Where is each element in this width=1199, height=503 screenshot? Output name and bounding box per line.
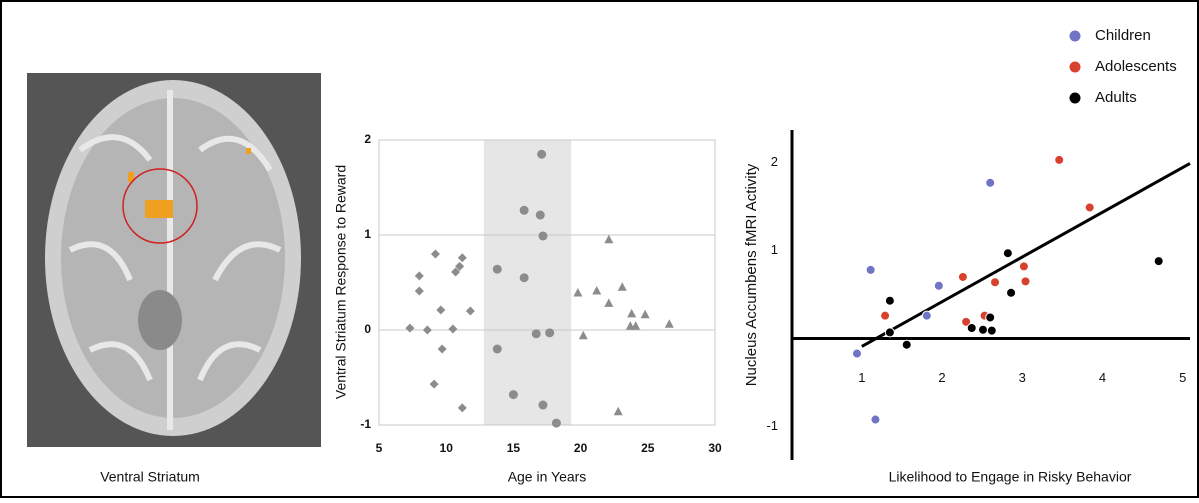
point [538, 231, 547, 240]
x-tick-label: 25 [641, 441, 655, 455]
figure: Ventral Striatum Age in Years Ventral St… [0, 0, 1199, 498]
point [866, 265, 875, 274]
x-tick-label: 5 [376, 441, 383, 455]
point [520, 273, 529, 282]
y-tick-label: -1 [766, 418, 778, 433]
y-tick-label: 1 [771, 242, 778, 257]
legend-label: Children [1095, 27, 1151, 44]
point [1007, 288, 1016, 297]
point [493, 345, 502, 354]
activation [246, 148, 251, 154]
point [509, 390, 518, 399]
point [987, 326, 996, 335]
point [991, 278, 1000, 287]
point [1085, 203, 1094, 212]
point [881, 311, 890, 320]
x-tick-label: 2 [938, 370, 945, 385]
cerebellum [138, 290, 182, 350]
point [885, 296, 894, 305]
point [967, 324, 976, 333]
x-tick-label: 3 [1019, 370, 1026, 385]
point [493, 265, 502, 274]
point [986, 178, 995, 187]
y-tick-label: -1 [360, 417, 371, 431]
x-tick-label: 20 [574, 441, 588, 455]
point [538, 401, 547, 410]
point [885, 328, 894, 337]
legend-marker [1069, 61, 1081, 73]
point [545, 328, 554, 337]
point [532, 329, 541, 338]
x-tick-label: 5 [1179, 370, 1186, 385]
shaded-region [484, 140, 571, 425]
y-tick-label: 0 [364, 322, 371, 336]
point [1055, 155, 1064, 164]
point [978, 325, 987, 334]
point [1154, 257, 1163, 266]
point [871, 415, 880, 424]
point [1003, 249, 1012, 258]
point [852, 349, 861, 358]
x-axis-title: Likelihood to Engage in Risky Behavior [889, 469, 1132, 485]
activation [145, 200, 173, 218]
point [902, 340, 911, 349]
y-tick-label: 1 [364, 227, 371, 241]
legend-marker [1069, 30, 1081, 42]
x-tick-label: 30 [708, 441, 722, 455]
legend-label: Adolescents [1095, 58, 1177, 75]
legend-marker [1069, 92, 1081, 104]
point [520, 206, 529, 215]
point [536, 211, 545, 220]
x-tick-label: 1 [858, 370, 865, 385]
point [552, 419, 561, 428]
legend-label: Adults [1095, 89, 1137, 106]
y-axis-title: Nucleus Accumbens fMRI Activity [743, 163, 760, 386]
y-axis-title: Ventral Striatum Response to Reward [333, 165, 349, 399]
y-tick-label: 2 [364, 132, 371, 146]
brain-image [27, 73, 321, 447]
point [1019, 262, 1028, 271]
point [537, 150, 546, 159]
x-tick-label: 4 [1099, 370, 1106, 385]
point [934, 281, 943, 290]
y-tick-label: 2 [771, 154, 778, 169]
x-tick-label: 10 [440, 441, 454, 455]
point [958, 272, 967, 281]
x-tick-label: 15 [507, 441, 521, 455]
point [1021, 277, 1030, 286]
point [986, 313, 995, 322]
x-axis-title: Age in Years [508, 469, 587, 485]
point [922, 311, 931, 320]
image-caption: Ventral Striatum [100, 469, 200, 485]
